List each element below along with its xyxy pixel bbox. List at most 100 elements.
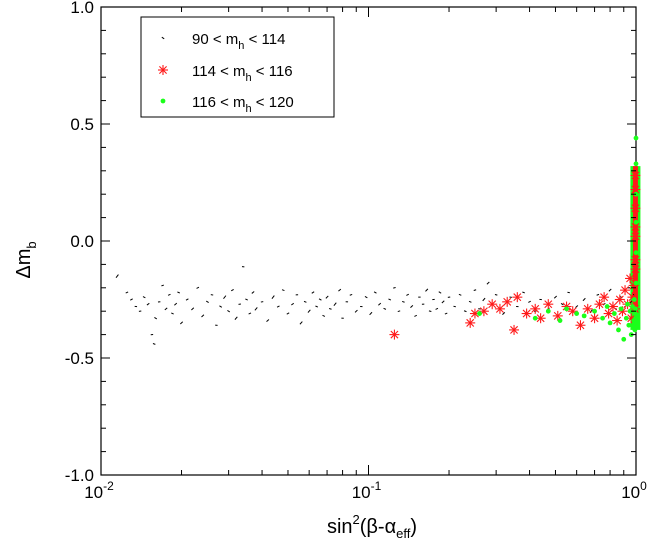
x-axis-label-sup: 2 xyxy=(353,512,360,527)
series-1-point xyxy=(502,296,513,307)
x-tick-label-exp: -1 xyxy=(371,479,382,493)
star-stroke xyxy=(626,274,635,283)
legend-label-1: 114 < mh < 116 xyxy=(192,63,293,84)
series-1-point xyxy=(630,254,641,265)
series-0-point xyxy=(444,312,448,315)
series-2-point xyxy=(607,320,613,326)
star-stroke xyxy=(503,297,512,306)
series-1-point xyxy=(625,273,636,284)
star-stroke xyxy=(466,318,475,327)
series-0-point xyxy=(333,302,337,307)
series-0-point xyxy=(528,300,531,303)
series-0-point xyxy=(560,302,564,306)
series-0-point xyxy=(582,297,586,302)
star-stroke xyxy=(631,265,640,274)
legend-label-sub: h xyxy=(246,72,252,84)
series-0-point xyxy=(322,314,326,317)
series-2-point xyxy=(632,327,638,333)
star-stroke xyxy=(608,302,617,311)
star-stroke xyxy=(631,185,640,194)
series-0-point xyxy=(291,302,295,306)
series-1-point xyxy=(512,292,523,303)
series-2-point xyxy=(581,313,587,319)
x-axis-ticks: 10-2 10-1 100 xyxy=(84,7,647,502)
series-0-point xyxy=(425,288,429,292)
legend-label-post: < 120 xyxy=(252,94,294,111)
series-0-point xyxy=(369,311,373,316)
series-0-point xyxy=(502,312,506,316)
star-stroke xyxy=(510,325,519,334)
series-0-point xyxy=(234,316,238,320)
star-stroke xyxy=(631,222,640,231)
series-2-point xyxy=(625,301,630,307)
x-axis-label-open: (β-α xyxy=(360,516,396,538)
y-tick-label-0-5: -0.5 xyxy=(65,349,94,368)
x-tick-label-base: 10 xyxy=(621,483,640,502)
series-0-point xyxy=(276,305,280,308)
legend-label-pre: 114 < m xyxy=(192,63,246,80)
series-0-point xyxy=(254,307,258,311)
y-axis-ticks: 1.0 0.5 0.0 -0.5 -1.0 xyxy=(65,0,636,485)
series-0-point xyxy=(463,310,467,313)
y-tick-label-0-0: 0.0 xyxy=(70,232,94,251)
legend-label-post: < 114 xyxy=(244,31,285,48)
series-2-point xyxy=(633,280,639,286)
series-1-point xyxy=(630,203,641,214)
series-0-point xyxy=(468,300,472,303)
x-axis-label-sub: eff xyxy=(396,526,411,541)
series-1-point xyxy=(614,294,625,305)
series-2-point xyxy=(611,311,617,316)
series-2-point xyxy=(477,311,482,316)
x-tick-label-10e-1: 10-1 xyxy=(352,479,382,502)
series-0-point xyxy=(303,300,307,303)
series-2-point xyxy=(631,297,637,302)
y-axis-label-sub: b xyxy=(24,241,39,248)
series-1-point xyxy=(465,317,476,328)
series-1-point xyxy=(509,324,520,335)
series-2-point xyxy=(633,306,638,312)
series-0-point xyxy=(378,302,382,306)
series-1-point xyxy=(603,308,614,319)
series-1-point xyxy=(612,315,623,326)
series-1-point xyxy=(630,231,641,242)
x-tick-label-10e-2: 10-2 xyxy=(84,479,114,502)
series-0-point xyxy=(608,288,612,292)
series-0-point xyxy=(494,293,498,296)
x-tick-label-exp: -2 xyxy=(103,479,114,493)
series-0-point xyxy=(307,309,311,313)
series-0-point xyxy=(325,295,329,299)
series-1-point xyxy=(630,264,641,275)
series-0-point xyxy=(142,296,146,299)
series-0-point xyxy=(185,298,189,301)
series-0-point xyxy=(406,293,410,296)
x-axis-label-base: sin xyxy=(327,516,353,538)
series-0-point xyxy=(522,291,525,294)
series-2-point xyxy=(633,135,639,141)
series-0-point xyxy=(179,321,184,325)
legend-label-sub: h xyxy=(246,103,252,115)
star-stroke xyxy=(595,300,604,309)
series-1-point xyxy=(521,308,532,319)
star-stroke xyxy=(513,293,522,302)
star-stroke xyxy=(531,304,540,313)
series-0-point xyxy=(146,302,150,306)
star-stroke xyxy=(621,286,630,295)
series-0-point xyxy=(201,314,205,318)
series-1-point xyxy=(630,170,641,181)
series-2-point xyxy=(633,250,639,256)
star-stroke xyxy=(628,293,637,302)
series-0-point xyxy=(383,307,387,310)
star-stroke xyxy=(631,171,640,180)
series-1-point xyxy=(530,303,541,314)
series-2-point xyxy=(633,161,639,167)
series-0-point xyxy=(154,317,158,320)
series-0-point xyxy=(596,293,600,296)
series-2-point xyxy=(618,306,624,312)
star-stroke xyxy=(488,300,497,309)
star-stroke xyxy=(576,321,585,330)
star-stroke xyxy=(553,311,562,320)
series-0-point xyxy=(248,312,252,315)
y-tick-label-0-5: 0.5 xyxy=(70,115,94,134)
star-stroke xyxy=(631,204,640,213)
